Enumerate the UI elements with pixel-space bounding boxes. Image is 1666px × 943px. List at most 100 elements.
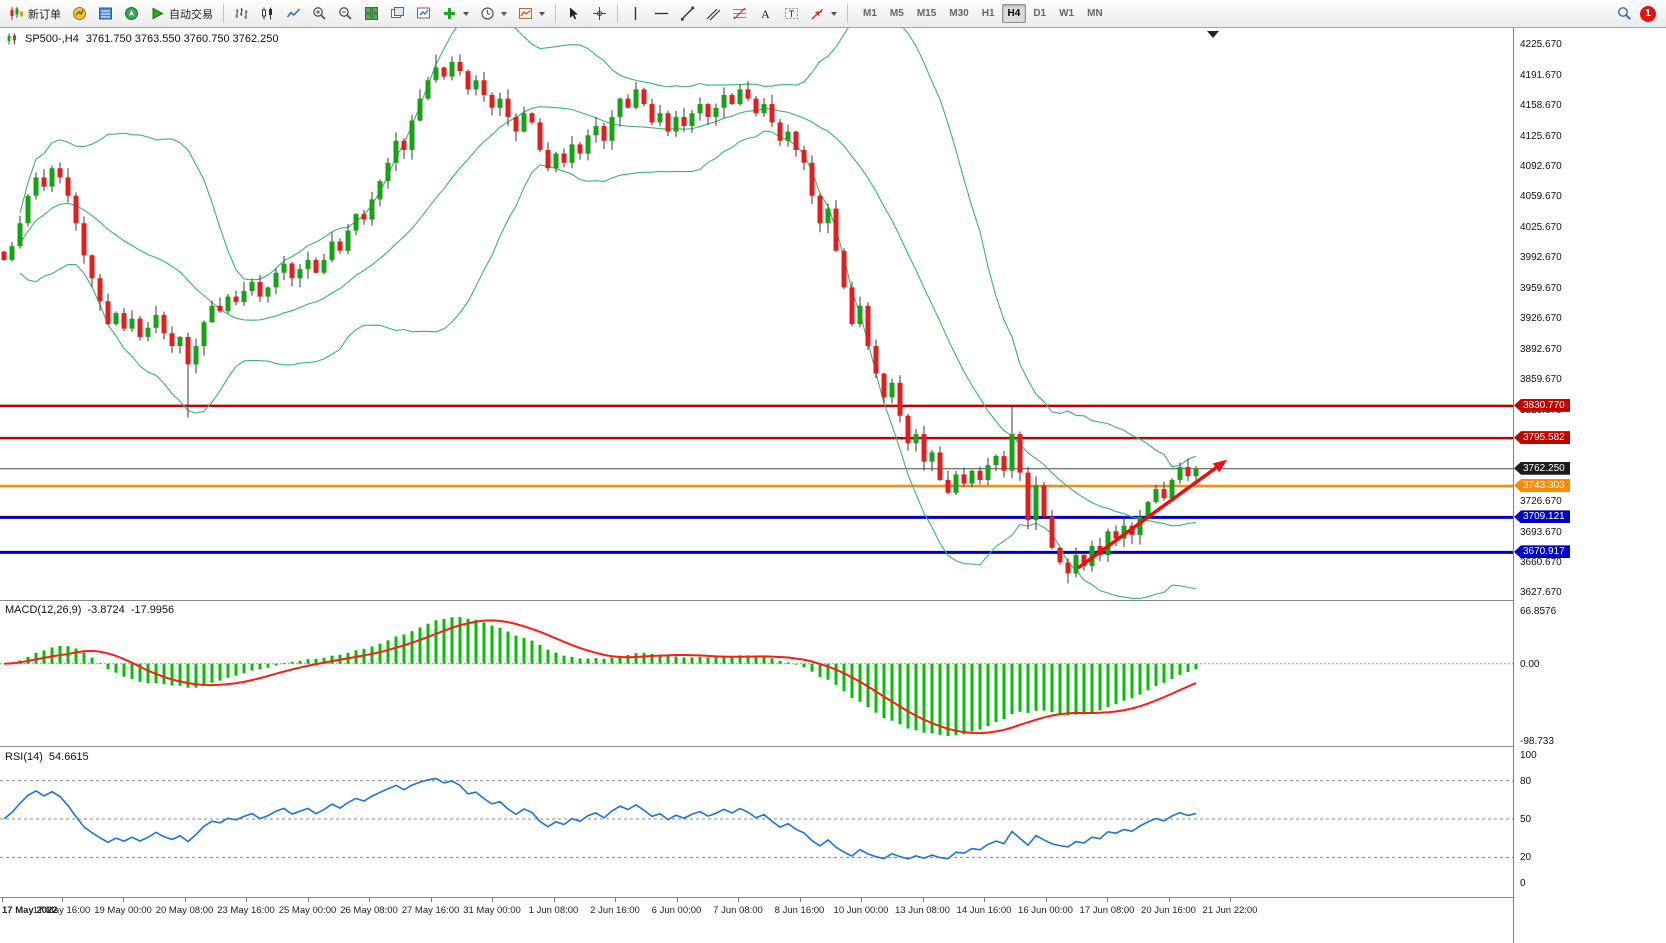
bar-chart-button[interactable] [229, 3, 254, 25]
time-axis[interactable]: 17 May 2022 17 May 16:00 19 May 00:00 20 Ma… [0, 898, 1513, 943]
time-axis-label: 13 Jun 08:00 [895, 905, 950, 916]
label-tool-button[interactable]: T [779, 3, 804, 25]
price-axis-label: 4059.670 [1520, 191, 1562, 203]
zoom-out-button[interactable] [333, 3, 358, 25]
market-watch-button[interactable] [67, 3, 92, 25]
autotrading-button[interactable]: 自动交易 [145, 3, 218, 25]
timeframe-button-m15[interactable]: M15 [916, 8, 937, 19]
timeframe-toolbar: M1 M5 M15 M30 H1 H4 D1 W1 MN [857, 4, 1109, 23]
tile-windows-button[interactable] [359, 3, 384, 25]
price-level-badge[interactable]: 3830.770 [1514, 398, 1570, 412]
autotrading-label: 自动交易 [169, 8, 213, 21]
timeframe-button-h1[interactable]: H1 [981, 8, 995, 19]
time-axis-tick [1045, 898, 1047, 902]
chevron-down-icon [501, 11, 507, 16]
price-axis-label: 3892.670 [1520, 344, 1562, 356]
timeframe-button-m5[interactable]: M5 [889, 8, 904, 19]
vertical-line-tool-button[interactable] [623, 3, 648, 25]
vertical-line-icon [634, 7, 637, 20]
macd-panel-canvas[interactable] [0, 601, 1513, 746]
price-axis-label: 3660.670 [1520, 556, 1562, 568]
price-axis-label: 4025.670 [1520, 222, 1562, 234]
chart-symbol-header: SP500-,H4 3761.750 3763.550 3760.750 376… [6, 33, 279, 45]
autotrading-play-icon [152, 7, 164, 20]
periods-button[interactable] [475, 3, 512, 25]
clock-icon [481, 7, 494, 20]
new-order-button[interactable]: 新订单 [4, 3, 66, 25]
timeframe-button-d1[interactable]: D1 [1033, 8, 1047, 19]
rsi-panel-canvas[interactable] [0, 747, 1513, 897]
time-axis-label: 25 May 00:00 [278, 905, 337, 916]
pane-splitter[interactable] [0, 600, 1666, 601]
time-axis-tick [1168, 898, 1170, 902]
timeframe-button-m1[interactable]: M1 [863, 8, 877, 19]
svg-text:A: A [761, 7, 770, 21]
price-axis-label: 4158.670 [1520, 100, 1562, 112]
rsi-axis-label: 20 [1520, 852, 1532, 864]
timeframe-button-h4[interactable]: H4 [1001, 4, 1027, 23]
time-axis-tick [615, 898, 616, 902]
cursor-icon [570, 7, 578, 20]
price-level-badge[interactable]: 3709.121 [1514, 510, 1570, 524]
price-level-badge[interactable]: 3670.917 [1514, 545, 1570, 559]
price-level-badge[interactable]: 3795.582 [1514, 431, 1570, 445]
text-tool-button[interactable]: A [753, 3, 778, 25]
rsi-axis-label: 0 [1520, 878, 1526, 889]
line-chart-button[interactable] [281, 3, 306, 25]
cursor-tool-button[interactable] [561, 3, 586, 25]
price-level-badge[interactable]: 3762.250 [1514, 461, 1570, 475]
cascade-windows-button[interactable] [385, 3, 410, 25]
price-axis-label: 4191.670 [1520, 70, 1562, 82]
time-axis-label: 17 Jun 08:00 [1079, 905, 1135, 916]
price-axis-label: 3926.670 [1520, 312, 1562, 324]
toolbar-separator [617, 4, 618, 23]
main-chart-canvas[interactable] [0, 28, 1513, 600]
time-axis-tick [922, 898, 924, 902]
timeframe-button-m30[interactable]: M30 [949, 8, 969, 19]
rsi-indicator-header: RSI(14) 54.6615 [5, 751, 89, 763]
cascade-windows-icon [391, 7, 404, 18]
arrange-windows-button[interactable] [411, 3, 436, 25]
svg-text:T: T [789, 9, 795, 19]
search-icon[interactable] [1617, 6, 1632, 21]
pane-splitter[interactable] [0, 746, 1666, 747]
data-window-icon [99, 7, 112, 20]
time-axis-label: 7 Jun 08:00 [713, 905, 763, 916]
zoom-in-button[interactable] [307, 3, 332, 25]
navigator-button[interactable] [119, 3, 144, 25]
macd-axis-label: -98.733 [1520, 736, 1554, 748]
crosshair-tool-button[interactable] [587, 3, 612, 25]
time-axis-tick [246, 898, 247, 902]
crosshair-icon [593, 7, 606, 20]
time-axis-tick [2, 898, 3, 902]
toolbar-separator [223, 4, 224, 23]
price-level-badge[interactable]: 3743.303 [1514, 479, 1570, 493]
time-axis-tick [492, 898, 493, 902]
price-axis-label: 3859.670 [1520, 374, 1562, 386]
time-axis-tick [799, 898, 801, 902]
notification-badge[interactable]: 1 [1640, 5, 1656, 22]
data-window-button[interactable] [93, 3, 118, 25]
add-indicator-button[interactable] [437, 3, 474, 25]
timeframe-button-w1[interactable]: W1 [1059, 8, 1075, 19]
fibonacci-tool-button[interactable] [727, 3, 752, 25]
new-order-icon [10, 7, 23, 20]
horizontal-line-icon [655, 12, 668, 15]
equidistant-channel-icon [706, 8, 721, 21]
time-axis-tick [123, 898, 124, 902]
rsi-axis-label: 100 [1520, 750, 1537, 761]
macd-signal-value: -17.9956 [130, 604, 175, 616]
time-axis-label: 17 May 2022 [2, 905, 58, 916]
channel-tool-button[interactable] [701, 3, 726, 25]
time-axis-label: 26 May 08:00 [340, 905, 398, 916]
price-axis[interactable]: 4225.670 4191.670 4158.670 4125.670 4092.670… [1513, 28, 1666, 943]
toolbar-right-group: 1 [1617, 5, 1662, 22]
templates-button[interactable] [513, 3, 550, 25]
trendline-tool-button[interactable] [675, 3, 700, 25]
candlestick-chart-button[interactable] [255, 3, 280, 25]
horizontal-line-tool-button[interactable] [649, 3, 674, 25]
shapes-tool-button[interactable] [805, 3, 842, 25]
candlestick-mini-icon [7, 33, 16, 45]
macd-label: MACD(12,26,9) [5, 604, 82, 616]
timeframe-button-mn[interactable]: MN [1087, 8, 1103, 19]
